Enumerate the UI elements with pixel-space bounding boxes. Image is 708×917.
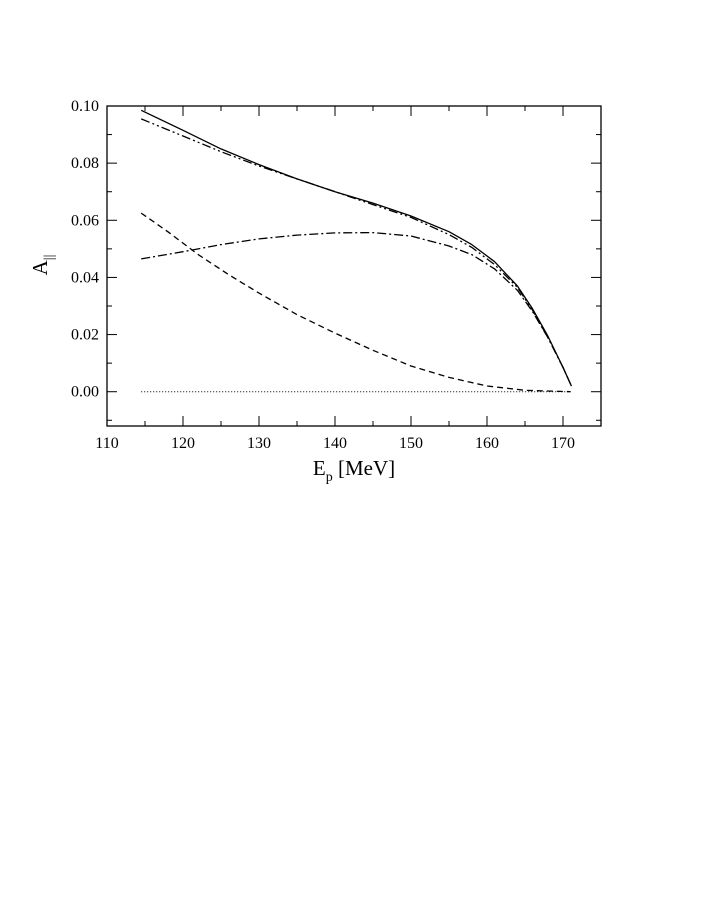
- series-line-dash-dot-dot: [140, 118, 572, 387]
- x-tick-label: 150: [399, 435, 423, 452]
- series-line-solid: [140, 109, 572, 387]
- x-tick-label: 170: [551, 435, 575, 452]
- x-tick-label: 130: [247, 435, 271, 452]
- x-axis-title: Ep [MeV]: [313, 456, 395, 485]
- y-axis-title: A||: [28, 255, 57, 276]
- y-tick-label: 0.08: [71, 155, 99, 172]
- plot-area: [106, 105, 602, 427]
- x-tick-label: 140: [323, 435, 347, 452]
- series-line-dash-dot: [141, 231, 572, 387]
- y-tick-label: 0.00: [71, 384, 99, 401]
- series-lines: [140, 109, 572, 393]
- y-tick-label: 0.06: [71, 212, 99, 229]
- series-line-dashed: [140, 212, 571, 393]
- y-tick-label: 0.10: [71, 98, 99, 115]
- x-tick-label: 110: [95, 435, 118, 452]
- y-axis: 0.00 0.02 0.04 0.06 0.08 0.10: [71, 98, 601, 421]
- x-tick-label: 120: [171, 435, 195, 452]
- y-tick-label: 0.04: [71, 269, 99, 286]
- x-tick-label: 160: [475, 435, 499, 452]
- y-tick-label: 0.02: [71, 327, 99, 344]
- x-axis: 110 120 130 140 150 160 170: [95, 106, 575, 452]
- plot-frame: [106, 105, 602, 427]
